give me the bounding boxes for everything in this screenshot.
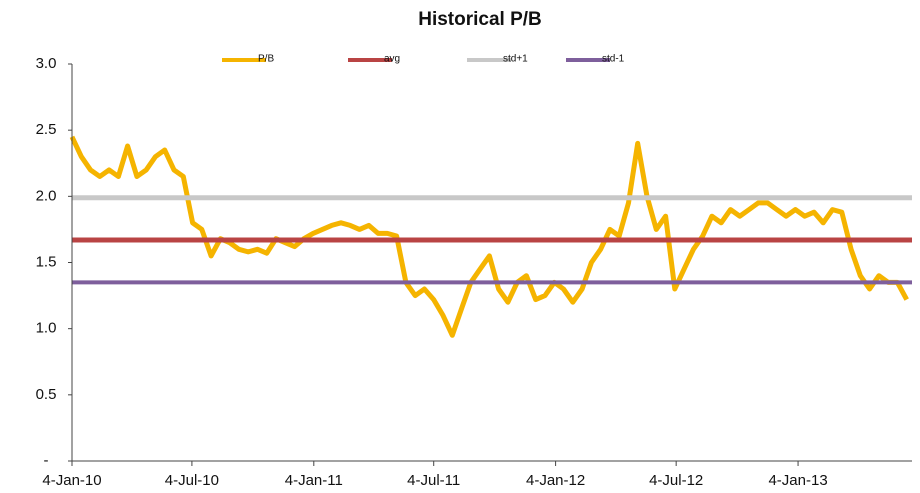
y-tick-label: 1.0	[36, 320, 57, 337]
y-tick-label: 2.0	[36, 187, 57, 204]
legend-label: std-1	[602, 54, 625, 65]
x-tick-label: 4-Jul-11	[407, 472, 460, 489]
chart-title: Historical P/B	[418, 9, 542, 30]
x-tick-label: 4-Jul-10	[165, 472, 219, 489]
legend-label: avg	[384, 54, 400, 65]
x-tick-label: 4-Jul-12	[649, 472, 703, 489]
legend-label: P/B	[258, 54, 274, 65]
x-tick-label: 4-Jan-13	[768, 472, 827, 489]
legend-label: std+1	[503, 54, 528, 65]
x-tick-label: 4-Jan-10	[42, 472, 101, 489]
y-tick-label: -	[44, 452, 49, 469]
line-series	[69, 135, 909, 338]
y-tick-label: 3.0	[36, 55, 57, 72]
y-tick-label: 2.5	[36, 121, 57, 138]
y-tick-label: 1.5	[36, 253, 57, 270]
x-tick-label: 4-Jan-12	[526, 472, 585, 489]
y-tick-label: 0.5	[36, 386, 57, 403]
x-tick-label: 4-Jan-11	[285, 472, 343, 489]
